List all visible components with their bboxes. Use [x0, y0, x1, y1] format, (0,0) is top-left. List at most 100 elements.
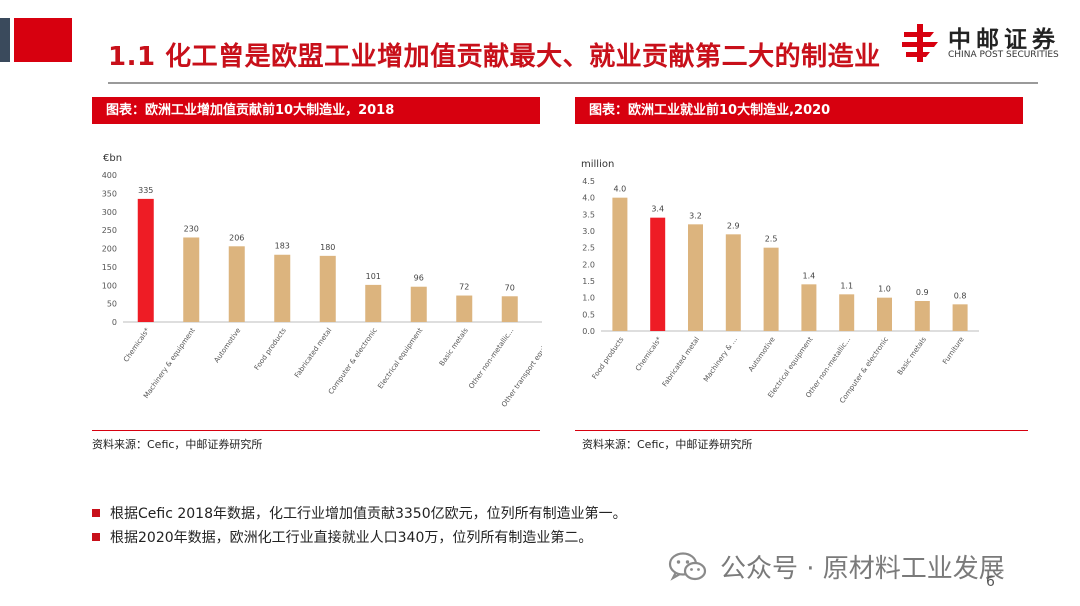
- bullet-list: 根据Cefic 2018年数据，化工行业增加值贡献3350亿欧元，位列所有制造业…: [92, 501, 627, 549]
- category-label: Automotive: [213, 327, 243, 365]
- y-tick-label: 50: [107, 300, 117, 309]
- category-label: Chemicals*: [122, 326, 152, 363]
- right-chart-rule: [575, 430, 1028, 431]
- category-label: Food products: [253, 326, 288, 371]
- bar-value-label: 180: [320, 243, 335, 252]
- bar: [725, 234, 741, 331]
- bar: [319, 255, 336, 322]
- y-tick-label: 4.5: [582, 177, 595, 186]
- y-tick-label: 2.0: [582, 260, 595, 269]
- y-tick-label: 3.5: [582, 210, 595, 219]
- bar: [137, 198, 154, 322]
- y-tick-label: 400: [102, 171, 117, 180]
- corner-block-red: [14, 18, 72, 62]
- company-logo: 中邮证券 CHINA POST SECURITIES: [900, 20, 1070, 68]
- category-label: Food products: [591, 335, 626, 380]
- bar-value-label: 335: [138, 186, 153, 195]
- y-tick-label: 4.0: [582, 194, 595, 203]
- bar-value-label: 70: [505, 283, 515, 292]
- bar-value-label: 2.5: [765, 235, 778, 244]
- bar-value-label: 96: [414, 274, 424, 283]
- y-axis-unit-label: million: [581, 159, 614, 170]
- employment-bar-chart: million 0.0 0.5 1.0 1.5 2.0 2.5 3.0 3.5 4.0 4.5 4.0…: [581, 159, 979, 405]
- bar: [839, 294, 855, 331]
- category-label: Computer & electronic: [327, 326, 379, 396]
- bar: [410, 286, 427, 322]
- slide-title: 1.1 化工曾是欧盟工业增加值贡献最大、就业贡献第二大的制造业: [108, 42, 881, 72]
- bullet-square-icon: [92, 533, 100, 541]
- bar: [274, 254, 291, 322]
- page-number: 6: [986, 574, 995, 590]
- category-label: Chemicals*: [634, 335, 664, 372]
- y-tick-label: 1.5: [582, 277, 595, 286]
- y-tick-label: 300: [102, 208, 117, 217]
- bar-value-label: 0.8: [954, 291, 967, 300]
- y-tick-label: 3.0: [582, 227, 595, 236]
- bar: [763, 247, 779, 331]
- bar-value-label: 3.2: [689, 211, 702, 220]
- bar-value-label: 206: [229, 233, 244, 242]
- bullet-item: 根据Cefic 2018年数据，化工行业增加值贡献3350亿欧元，位列所有制造业…: [92, 501, 627, 525]
- y-tick-label: 2.5: [582, 244, 595, 253]
- bar: [228, 246, 245, 322]
- bar: [456, 295, 473, 322]
- bar-value-label: 1.1: [840, 281, 853, 290]
- bullet-text: 根据Cefic 2018年数据，化工行业增加值贡献3350亿欧元，位列所有制造业…: [110, 506, 627, 522]
- category-label: Machinery & ...: [702, 336, 739, 384]
- bullet-item: 根据2020年数据，欧洲化工行业直接就业人口340万，位列所有制造业第二。: [92, 525, 627, 549]
- logo-english-name: CHINA POST SECURITIES: [948, 50, 1059, 60]
- category-label: Furniture: [941, 336, 966, 366]
- bar: [801, 284, 817, 331]
- category-label: Fabricated metal: [293, 327, 333, 380]
- bar: [365, 284, 382, 322]
- category-label: Machinery & equipment: [142, 326, 197, 400]
- bar-value-label: 1.0: [878, 285, 891, 294]
- left-chart-header: 图表：欧洲工业增加值贡献前10大制造业，2018: [92, 97, 540, 124]
- y-tick-label: 0.5: [582, 310, 595, 319]
- y-axis-unit-label: €bn: [103, 153, 122, 164]
- category-label: Automotive: [747, 336, 777, 374]
- y-tick-label: 350: [102, 189, 117, 198]
- bar: [650, 217, 666, 331]
- bar-value-label: 3.4: [651, 205, 664, 214]
- bar: [914, 301, 930, 331]
- bar: [688, 224, 703, 331]
- bar-value-label: 2.9: [727, 221, 740, 230]
- bar-value-label: 72: [459, 283, 469, 292]
- category-label: Fabricated metal: [661, 336, 701, 389]
- left-chart-rule: [92, 430, 540, 431]
- y-tick-label: 100: [102, 281, 117, 290]
- y-tick-label: 0: [112, 318, 117, 327]
- bar-value-label: 1.4: [803, 271, 816, 280]
- y-tick-label: 0.0: [582, 327, 595, 336]
- wechat-watermark: 公众号 · 原材料工业发展: [668, 548, 1005, 585]
- bar-value-label: 230: [184, 224, 199, 233]
- bar: [877, 297, 892, 331]
- category-label: Other non-metallic...: [467, 327, 515, 391]
- y-tick-label: 1.0: [582, 294, 595, 303]
- y-tick-label: 200: [102, 245, 117, 254]
- bar: [952, 304, 968, 331]
- bar-value-label: 4.0: [614, 185, 627, 194]
- bar-value-label: 0.9: [916, 288, 929, 297]
- logo-chinese-name: 中邮证券: [948, 27, 1060, 53]
- category-label: Electrical equipment: [376, 326, 424, 390]
- corner-block-dark: [0, 18, 10, 62]
- title-divider: [108, 82, 1038, 84]
- y-tick-label: 150: [102, 263, 117, 272]
- bar: [612, 197, 628, 331]
- category-label: Basic metals: [896, 335, 928, 376]
- bar: [183, 237, 200, 322]
- bar-value-label: 183: [275, 242, 290, 251]
- bar: [501, 296, 518, 322]
- right-chart-header: 图表：欧洲工业就业前10大制造业,2020: [575, 97, 1023, 124]
- bullet-text: 根据2020年数据，欧洲化工行业直接就业人口340万，位列所有制造业第二。: [110, 530, 593, 546]
- china-post-emblem-icon: [902, 24, 938, 62]
- wechat-icon: [668, 551, 707, 581]
- left-chart-source: 资料来源：Cefic，中邮证券研究所: [92, 438, 263, 451]
- bar-value-label: 101: [366, 272, 381, 281]
- right-chart-source: 资料来源：Cefic，中邮证券研究所: [582, 438, 753, 451]
- bullet-square-icon: [92, 509, 100, 517]
- watermark-text: 公众号 · 原材料工业发展: [720, 554, 1005, 584]
- value-added-bar-chart: €bn 0 50 100 150 200 250 300 350 400 335 Chemicals*…: [102, 153, 542, 409]
